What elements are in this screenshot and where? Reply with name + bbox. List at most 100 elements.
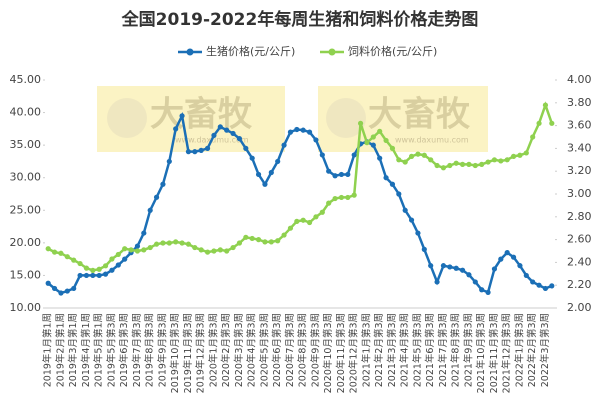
- point: [357, 120, 364, 126]
- point: [536, 120, 542, 126]
- x-tick-label: 2019年9月第3周: [156, 313, 168, 387]
- point: [122, 246, 128, 252]
- y-tick-label: 45.00: [10, 73, 42, 86]
- point: [332, 195, 338, 202]
- x-tick-label: 2019年11月第3周: [182, 313, 194, 393]
- point: [45, 246, 51, 252]
- point: [389, 145, 396, 151]
- point: [542, 102, 549, 108]
- point: [351, 192, 357, 198]
- point: [517, 263, 523, 269]
- x-tick-label: 2019年6月第3周: [118, 313, 130, 387]
- legend-label: 饲料价格(元/公斤): [348, 44, 437, 58]
- point: [408, 217, 415, 223]
- x-tick-label: 2022年1月第3周: [513, 313, 525, 387]
- point: [453, 160, 459, 166]
- point: [255, 171, 262, 178]
- point: [71, 257, 77, 263]
- y2-tick-label: 3.20: [567, 164, 592, 177]
- point: [141, 247, 147, 253]
- point: [466, 272, 472, 278]
- watermark-logo: [107, 98, 147, 138]
- point: [523, 272, 529, 279]
- point: [153, 194, 160, 200]
- y2-tick-label: 2.60: [567, 233, 592, 246]
- point: [326, 200, 332, 206]
- point: [64, 254, 70, 260]
- x-tick-label: 2019年2月第1周: [54, 313, 66, 387]
- x-tick-label: 2020年1月第3周: [207, 313, 219, 387]
- x-tick-label: 2020年2月第3周: [220, 313, 232, 387]
- y-tick-label: 10.00: [10, 301, 42, 314]
- point: [491, 266, 498, 272]
- y2-tick-label: 2.00: [567, 301, 592, 314]
- point: [217, 247, 223, 253]
- point: [485, 159, 491, 165]
- point: [211, 132, 217, 138]
- y-tick-label: 30.00: [10, 171, 42, 184]
- y2-tick-label: 3.60: [567, 119, 592, 132]
- point: [198, 147, 204, 153]
- point: [345, 171, 351, 178]
- point: [517, 152, 523, 158]
- x-tick-label: 2020年10月第3周: [322, 313, 334, 393]
- x-tick-label: 2021年9月第3周: [462, 313, 474, 387]
- point: [338, 194, 345, 201]
- x-tick-label: 2020年3月第3周: [233, 313, 245, 387]
- point: [549, 283, 555, 289]
- point: [147, 244, 153, 251]
- x-tick-label: 2019年1月第1周: [42, 313, 54, 387]
- point: [306, 219, 313, 226]
- point: [275, 238, 281, 244]
- y2-tick-label: 2.20: [567, 278, 592, 291]
- point: [134, 248, 141, 254]
- point: [306, 129, 313, 135]
- point: [204, 145, 211, 151]
- point: [153, 241, 160, 247]
- point: [510, 153, 517, 159]
- y-tick-label: 35.00: [10, 138, 42, 151]
- point: [281, 142, 287, 148]
- point: [549, 120, 555, 126]
- point: [243, 145, 249, 151]
- point: [530, 279, 536, 285]
- point: [421, 246, 427, 252]
- point: [351, 152, 357, 158]
- x-tick-label: 2019年5月第3周: [105, 313, 117, 387]
- x-tick-label: 2021年12月第3周: [501, 313, 513, 393]
- y-tick-label: 40.00: [10, 106, 42, 119]
- point: [313, 214, 319, 220]
- point: [134, 243, 141, 249]
- point: [204, 249, 211, 255]
- point: [459, 267, 466, 273]
- legend-label: 生猪价格(元/公斤): [206, 44, 295, 58]
- x-tick-label: 2020年6月第3周: [271, 313, 283, 387]
- x-tick-label: 2021年7月第3周: [437, 313, 449, 387]
- point: [428, 263, 434, 269]
- x-tick-label: 2021年3月第3周: [386, 313, 398, 387]
- point: [224, 127, 230, 133]
- point: [504, 157, 510, 163]
- point: [364, 140, 370, 146]
- point: [217, 124, 223, 130]
- point: [402, 159, 408, 165]
- x-tick-label: 2020年12月第3周: [348, 313, 360, 393]
- point: [396, 191, 402, 197]
- point: [230, 130, 236, 137]
- point: [58, 290, 64, 296]
- point: [510, 254, 517, 260]
- y2-tick-label: 2.40: [567, 255, 592, 268]
- y-tick-label: 20.00: [10, 236, 42, 249]
- x-tick-label: 2019年5月第1周: [93, 313, 105, 387]
- watermark-logo: [326, 98, 366, 138]
- y2-tick-label: 3.80: [567, 96, 592, 109]
- x-tick-label: 2021年8月第3周: [450, 313, 462, 387]
- x-tick-label: 2019年10月第3周: [169, 313, 181, 393]
- point: [109, 267, 115, 273]
- point: [370, 142, 376, 148]
- point: [128, 247, 134, 253]
- point: [58, 250, 64, 256]
- point: [147, 207, 153, 213]
- point: [440, 263, 447, 269]
- point: [498, 158, 504, 164]
